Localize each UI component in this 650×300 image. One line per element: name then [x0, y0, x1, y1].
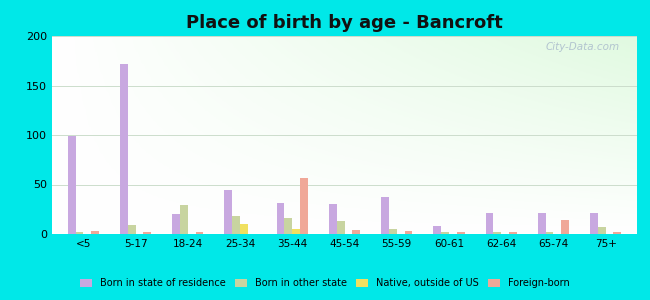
- Bar: [329, 204, 337, 234]
- Bar: [486, 213, 493, 234]
- Bar: [590, 213, 598, 234]
- Bar: [180, 205, 188, 234]
- Text: City-Data.com: City-Data.com: [545, 42, 619, 52]
- Legend: Born in state of residence, Born in other state, Native, outside of US, Foreign-: Born in state of residence, Born in othe…: [77, 274, 573, 292]
- Bar: [538, 213, 545, 234]
- Bar: [545, 232, 553, 234]
- Title: Place of birth by age - Bancroft: Place of birth by age - Bancroft: [186, 14, 503, 32]
- Bar: [352, 230, 360, 234]
- Bar: [224, 190, 232, 234]
- Bar: [277, 203, 285, 234]
- Bar: [120, 64, 128, 234]
- Bar: [337, 221, 344, 234]
- Bar: [493, 232, 501, 234]
- Bar: [91, 231, 99, 234]
- Bar: [509, 232, 517, 234]
- Bar: [144, 232, 151, 234]
- Bar: [128, 225, 136, 234]
- Bar: [300, 178, 308, 234]
- Bar: [68, 136, 75, 234]
- Bar: [285, 218, 292, 234]
- Bar: [381, 197, 389, 234]
- Bar: [172, 214, 180, 234]
- Bar: [457, 232, 465, 234]
- Bar: [434, 226, 441, 234]
- Bar: [561, 220, 569, 234]
- Bar: [232, 216, 240, 234]
- Bar: [196, 232, 203, 234]
- Bar: [598, 227, 606, 234]
- Bar: [614, 232, 621, 234]
- Bar: [75, 232, 83, 234]
- Bar: [441, 232, 449, 234]
- Bar: [292, 229, 300, 234]
- Bar: [240, 224, 248, 234]
- Bar: [389, 229, 396, 234]
- Bar: [404, 231, 412, 234]
